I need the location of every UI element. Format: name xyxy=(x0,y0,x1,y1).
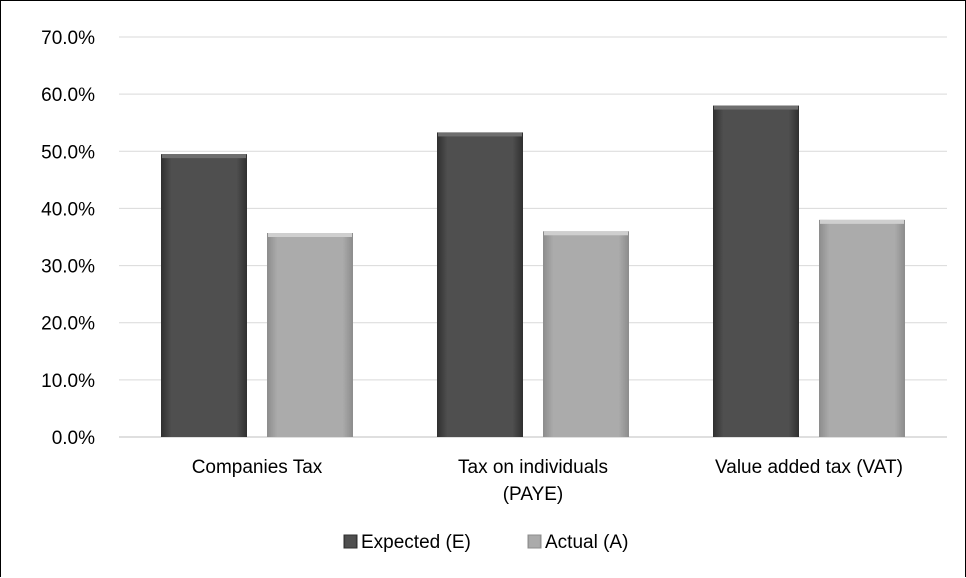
legend-label: Actual (A) xyxy=(545,532,628,553)
bar-top-bevel xyxy=(162,154,246,159)
x-category-label: Value added tax (VAT) xyxy=(715,457,903,478)
bar xyxy=(713,105,799,438)
bars xyxy=(161,105,905,438)
y-tick-label: 50.0% xyxy=(41,142,95,163)
y-axis-tick-labels: 0.0% 10.0% 20.0% 30.0% 40.0% 50.0% 60.0% 70.0% xyxy=(41,28,95,449)
bar-top-bevel xyxy=(268,233,352,237)
bar-body xyxy=(437,132,523,437)
legend-item: Expected (E) xyxy=(343,532,471,553)
y-tick-label: 0.0% xyxy=(52,428,95,449)
legend-item: Actual (A) xyxy=(527,532,628,553)
x-category-label: Companies Tax xyxy=(192,457,323,478)
bar-top-bevel xyxy=(714,105,798,110)
bar xyxy=(267,233,353,437)
bar xyxy=(543,231,629,437)
x-category-label: Tax on individuals (PAYE) xyxy=(458,457,608,505)
gridlines xyxy=(119,36,947,438)
bar-top-bevel xyxy=(820,219,904,224)
bar-body xyxy=(713,105,799,438)
bar-top-bevel xyxy=(544,231,628,236)
y-tick-label: 70.0% xyxy=(41,28,95,49)
bar-body xyxy=(543,231,629,437)
bar xyxy=(161,154,247,437)
legend-swatch xyxy=(527,534,542,549)
y-tick-label: 60.0% xyxy=(41,85,95,106)
y-tick-label: 40.0% xyxy=(41,199,95,220)
y-tick-label: 10.0% xyxy=(41,371,95,392)
bar-body xyxy=(819,219,905,437)
bar-body xyxy=(161,154,247,437)
y-tick-label: 30.0% xyxy=(41,257,95,278)
legend-label: Expected (E) xyxy=(361,532,471,553)
bar-top-bevel xyxy=(438,132,522,137)
y-tick-label: 20.0% xyxy=(41,314,95,335)
bar xyxy=(819,219,905,437)
bar xyxy=(437,132,523,437)
legend: Expected (E) Actual (A) xyxy=(343,532,628,553)
bar-body xyxy=(267,233,353,437)
legend-swatch xyxy=(343,534,358,549)
x-axis-category-labels: Companies Tax Tax on individuals (PAYE) Val… xyxy=(192,457,903,505)
